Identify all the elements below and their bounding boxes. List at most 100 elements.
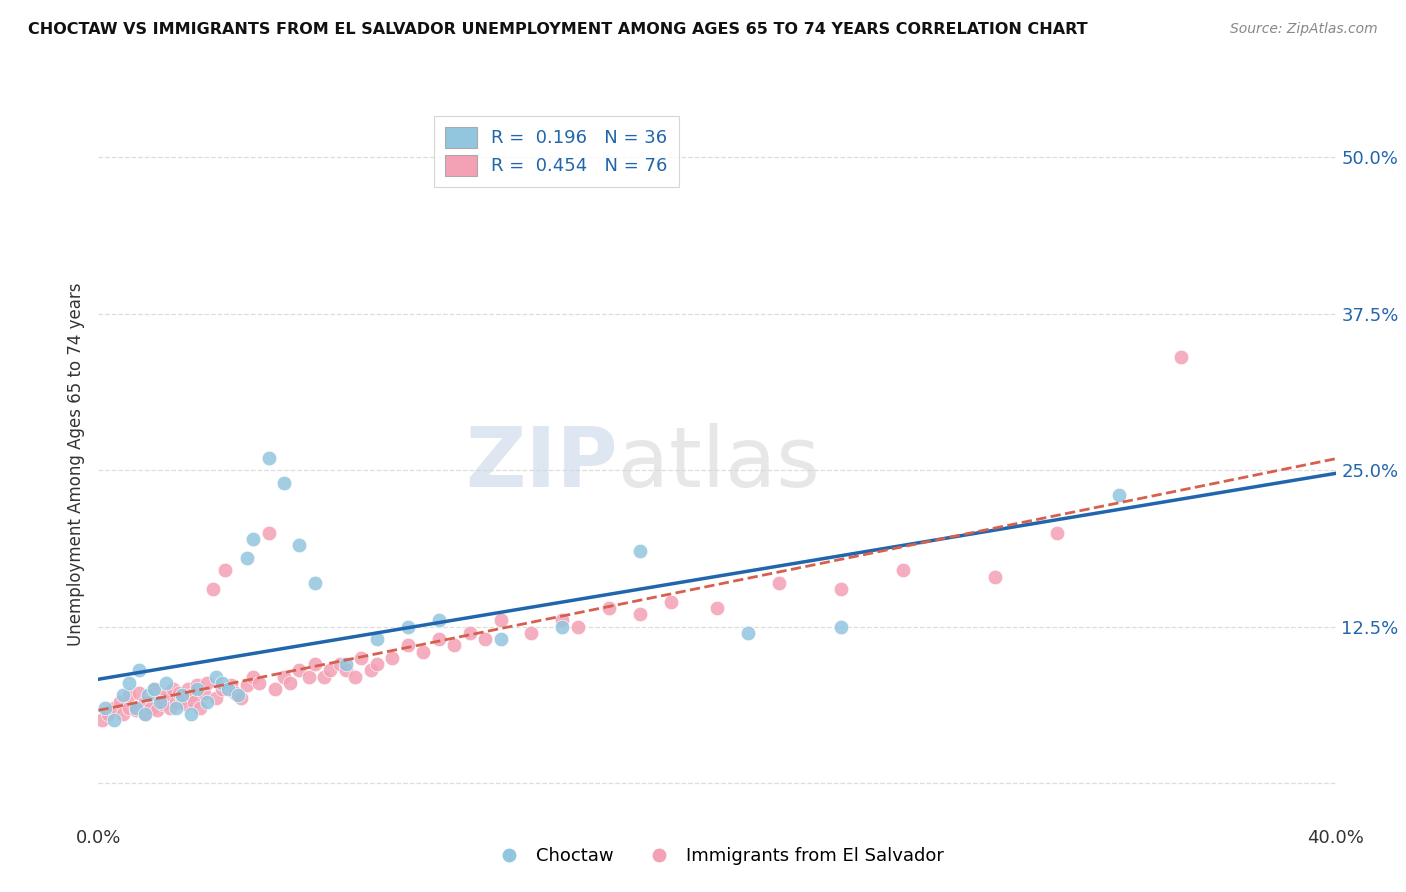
Y-axis label: Unemployment Among Ages 65 to 74 years: Unemployment Among Ages 65 to 74 years <box>66 282 84 646</box>
Point <box>236 550 259 565</box>
Point <box>214 563 236 577</box>
Point <box>1170 351 1192 365</box>
Point <box>180 689 202 703</box>
Point <box>195 676 218 690</box>
Point <box>112 707 135 722</box>
Point <box>149 695 172 709</box>
Point <box>112 689 135 703</box>
Point <box>180 707 202 722</box>
Point <box>205 690 228 705</box>
Point <box>344 670 367 684</box>
Point <box>159 701 181 715</box>
Point <box>146 703 169 717</box>
Text: CHOCTAW VS IMMIGRANTS FROM EL SALVADOR UNEMPLOYMENT AMONG AGES 65 TO 74 YEARS CO: CHOCTAW VS IMMIGRANTS FROM EL SALVADOR U… <box>28 22 1088 37</box>
Point <box>224 686 246 700</box>
Point <box>152 697 174 711</box>
Point <box>396 639 419 653</box>
Point <box>278 676 301 690</box>
Point <box>186 682 208 697</box>
Point <box>551 613 574 627</box>
Point <box>93 701 115 715</box>
Text: ZIP: ZIP <box>465 424 619 504</box>
Point <box>103 701 125 715</box>
Point <box>737 625 759 640</box>
Point <box>186 678 208 692</box>
Point <box>128 664 150 678</box>
Point <box>139 701 162 715</box>
Point <box>143 682 166 697</box>
Point <box>134 707 156 722</box>
Point <box>273 670 295 684</box>
Point <box>190 701 212 715</box>
Point <box>474 632 496 646</box>
Point <box>329 657 352 672</box>
Point <box>205 670 228 684</box>
Point <box>1108 488 1130 502</box>
Point <box>193 686 215 700</box>
Point <box>659 594 682 608</box>
Point <box>124 701 146 715</box>
Point <box>236 678 259 692</box>
Point <box>598 600 620 615</box>
Point <box>162 682 184 697</box>
Point <box>520 625 543 640</box>
Point <box>226 689 249 703</box>
Point <box>304 575 326 590</box>
Point <box>489 632 512 646</box>
Text: atlas: atlas <box>619 424 820 504</box>
Point <box>427 613 450 627</box>
Point <box>458 625 481 640</box>
Point <box>136 689 159 703</box>
Point <box>174 697 197 711</box>
Point <box>984 569 1007 583</box>
Point <box>170 690 193 705</box>
Point <box>183 695 205 709</box>
Point <box>195 695 218 709</box>
Point <box>360 664 382 678</box>
Point <box>350 651 373 665</box>
Point <box>143 682 166 697</box>
Point <box>628 607 651 621</box>
Point <box>396 619 419 633</box>
Point <box>628 544 651 558</box>
Point <box>97 707 120 722</box>
Point <box>217 682 239 697</box>
Point <box>167 686 190 700</box>
Point <box>242 532 264 546</box>
Point <box>118 689 141 703</box>
Point <box>443 639 465 653</box>
Point <box>165 695 187 709</box>
Point <box>335 657 357 672</box>
Point <box>211 682 233 697</box>
Point <box>134 707 156 722</box>
Point <box>298 670 321 684</box>
Point <box>314 670 336 684</box>
Point <box>830 582 852 596</box>
Point <box>335 664 357 678</box>
Point <box>221 678 243 692</box>
Text: Source: ZipAtlas.com: Source: ZipAtlas.com <box>1230 22 1378 37</box>
Point <box>381 651 404 665</box>
Point <box>177 682 200 697</box>
Point <box>489 613 512 627</box>
Point <box>567 619 589 633</box>
Point <box>273 475 295 490</box>
Point <box>155 689 177 703</box>
Point <box>304 657 326 672</box>
Point <box>1046 525 1069 540</box>
Point <box>108 695 131 709</box>
Point <box>706 600 728 615</box>
Point <box>830 619 852 633</box>
Point <box>257 525 280 540</box>
Point <box>412 645 434 659</box>
Point <box>229 690 252 705</box>
Point <box>124 703 146 717</box>
Point <box>128 686 150 700</box>
Point <box>247 676 270 690</box>
Point <box>319 664 342 678</box>
Point <box>551 619 574 633</box>
Point <box>90 714 112 728</box>
Point <box>427 632 450 646</box>
Point <box>165 701 187 715</box>
Point <box>263 682 285 697</box>
